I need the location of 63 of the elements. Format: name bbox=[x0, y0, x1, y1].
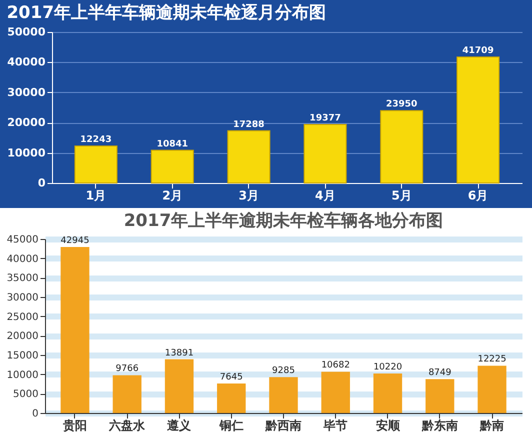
x-tick-label: 3月 bbox=[238, 188, 259, 202]
x-tick-label: 黔南 bbox=[479, 418, 504, 432]
bar bbox=[269, 377, 298, 413]
bar bbox=[164, 359, 194, 413]
y-tick-label: 35000 bbox=[6, 273, 38, 284]
y-tick-label: 30000 bbox=[6, 292, 38, 304]
bar bbox=[426, 379, 454, 413]
data-label: 42945 bbox=[60, 236, 90, 246]
data-label: 19377 bbox=[310, 113, 341, 124]
data-label: 10220 bbox=[373, 362, 402, 372]
x-tick-label: 6月 bbox=[468, 188, 488, 202]
x-tick-label: 安顺 bbox=[376, 418, 401, 432]
x-tick-label: 5月 bbox=[391, 188, 412, 202]
bar bbox=[380, 110, 424, 184]
y-tick-label: 40000 bbox=[7, 56, 46, 69]
bar bbox=[112, 375, 142, 413]
data-label: 13891 bbox=[164, 348, 194, 358]
chart-title: 2017年上半年逾期未年检车辆各地分布图 bbox=[124, 211, 444, 231]
y-tick-label: 5000 bbox=[13, 389, 38, 400]
bar bbox=[373, 373, 402, 413]
bar bbox=[74, 146, 118, 184]
y-tick-label: 0 bbox=[32, 408, 38, 420]
y-tick-label: 25000 bbox=[6, 312, 38, 323]
y-tick-label: 10000 bbox=[6, 370, 38, 381]
data-label: 9766 bbox=[116, 364, 139, 374]
y-tick-label: 0 bbox=[38, 176, 46, 190]
x-tick-label: 贵阳 bbox=[62, 418, 87, 432]
bar bbox=[304, 124, 347, 184]
bar bbox=[227, 130, 270, 184]
bar bbox=[150, 150, 194, 184]
data-label: 10682 bbox=[321, 360, 350, 371]
y-tick-label: 50000 bbox=[7, 26, 46, 38]
x-tick-label: 黔西南 bbox=[264, 418, 302, 432]
y-tick-label: 45000 bbox=[6, 234, 38, 246]
data-label: 23950 bbox=[386, 100, 418, 110]
data-label: 41709 bbox=[462, 46, 494, 56]
data-label: 10841 bbox=[156, 139, 188, 150]
x-tick-label: 1月 bbox=[86, 188, 106, 202]
data-label: 12243 bbox=[80, 135, 112, 146]
data-label: 9285 bbox=[272, 366, 295, 376]
data-label: 8749 bbox=[428, 368, 452, 378]
data-label: 17288 bbox=[233, 120, 264, 130]
x-tick-label: 2月 bbox=[162, 188, 183, 202]
bar bbox=[456, 56, 500, 184]
data-label: 12225 bbox=[478, 354, 506, 365]
x-tick-label: 4月 bbox=[315, 188, 336, 202]
bar bbox=[321, 372, 350, 413]
y-tick-label: 40000 bbox=[6, 254, 38, 265]
bar bbox=[217, 383, 246, 413]
y-tick-label: 20000 bbox=[7, 116, 46, 130]
x-tick-label: 铜仁 bbox=[218, 418, 244, 432]
y-tick-label: 15000 bbox=[6, 350, 38, 362]
y-tick-label: 20000 bbox=[6, 331, 38, 342]
chart-title: 2017年上半年车辆逾期未年检逐月分布图 bbox=[6, 3, 326, 23]
x-tick-label: 遵义 bbox=[166, 418, 192, 432]
x-tick-label: 毕节 bbox=[322, 418, 348, 432]
x-tick-label: 六盘水 bbox=[108, 418, 146, 432]
data-label: 7645 bbox=[220, 372, 243, 382]
y-tick-label: 10000 bbox=[7, 146, 46, 160]
x-tick-label: 黔东南 bbox=[420, 418, 458, 432]
y-tick-label: 30000 bbox=[7, 86, 46, 99]
bar bbox=[60, 246, 90, 413]
bar bbox=[478, 366, 506, 413]
